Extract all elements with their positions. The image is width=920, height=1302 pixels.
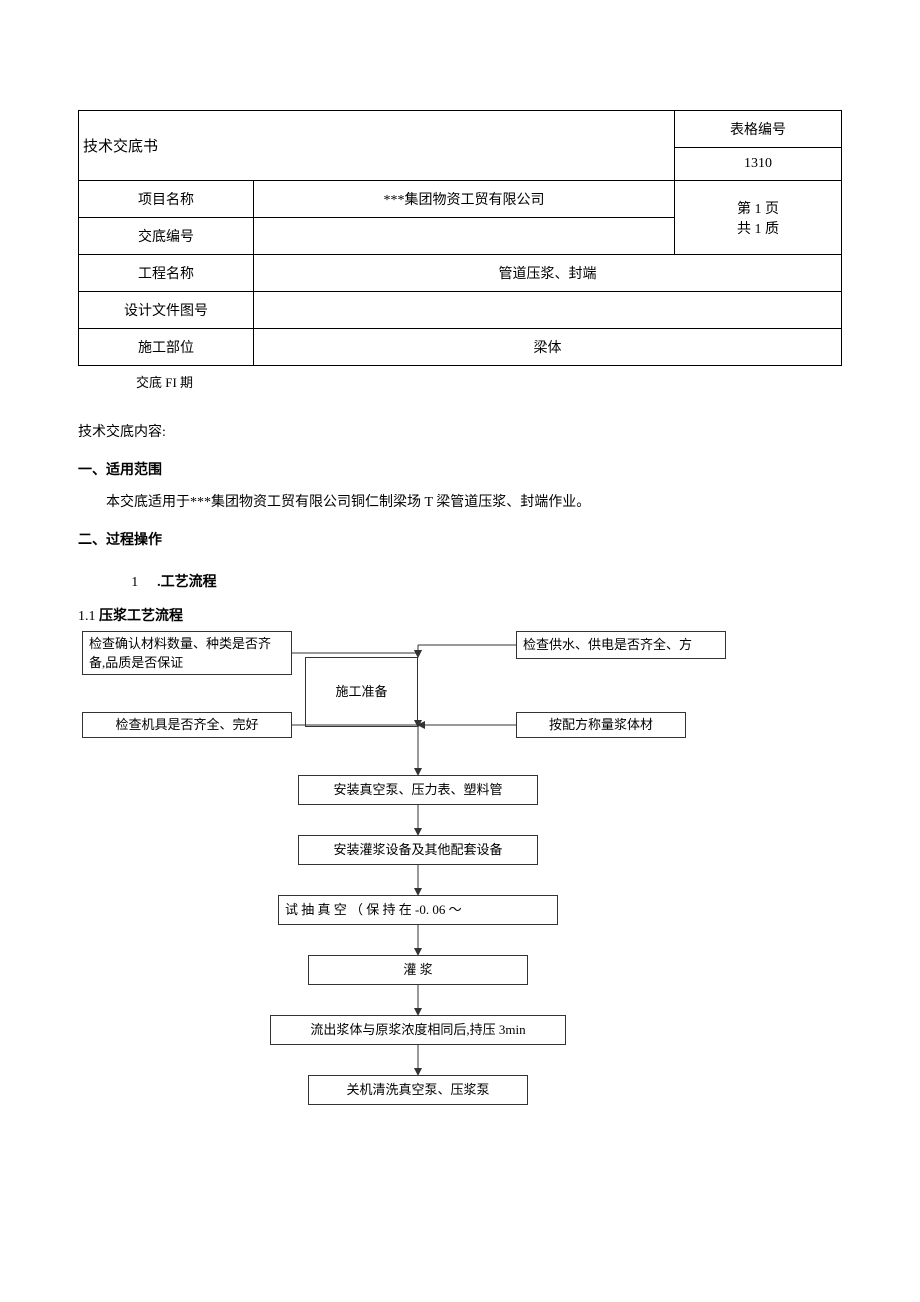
- header-table: 技术交底书 表格编号 1310 项目名称 ***集团物资工贸有限公司 第 1 页…: [78, 110, 842, 366]
- section2-title: 二、过程操作: [78, 529, 842, 549]
- section1-para: 本交底适用于***集团物资工贸有限公司铜仁制梁场 T 梁管道压浆、封端作业。: [78, 491, 842, 511]
- flow-node-hold-pressure: 流出浆体与原浆浓度相同后,持压 3min: [270, 1015, 566, 1045]
- content-intro: 技术交底内容:: [78, 421, 842, 441]
- project-name-label: 项目名称: [79, 181, 254, 218]
- form-number-label: 表格编号: [675, 111, 842, 148]
- page-info: 第 1 页 共 1 质: [675, 181, 842, 255]
- flow-node-mix: 按配方称量浆体材: [516, 712, 686, 738]
- disclosure-no-value: [254, 218, 675, 255]
- flow-node-prep: 施工准备: [305, 657, 418, 727]
- sub11-txt: 压浆工艺流程: [99, 609, 183, 624]
- flow-node-test-vacuum: 试 抽 真 空 （ 保 持 在 -0. 06 ～: [278, 895, 558, 925]
- flowchart: 检查确认材料数量、种类是否齐备,品质是否保证 检查供水、供电是否齐全、方 施工准…: [78, 627, 838, 1157]
- sub1-txt: .工艺流程: [157, 575, 217, 590]
- design-doc-value: [254, 292, 842, 329]
- page-line1: 第 1 页: [681, 198, 835, 218]
- flow-node-install-grout: 安装灌浆设备及其他配套设备: [298, 835, 538, 865]
- section1-title: 一、适用范围: [78, 459, 842, 479]
- doc-title: 技术交底书: [79, 111, 675, 181]
- sub1-num: 1: [131, 575, 153, 591]
- project-name-value: ***集团物资工贸有限公司: [254, 181, 675, 218]
- flow-node-grouting: 灌 浆: [308, 955, 528, 985]
- construction-part-label: 施工部位: [79, 329, 254, 366]
- sub11: 1.1 压浆工艺流程: [78, 605, 842, 625]
- design-doc-label: 设计文件图号: [79, 292, 254, 329]
- page-line2: 共 1 质: [681, 218, 835, 238]
- below-table-label: 交底 FI 期: [78, 366, 842, 391]
- flow-node-check-tools: 检查机具是否齐全、完好: [82, 712, 292, 738]
- flow-node-clean: 关机清洗真空泵、压浆泵: [308, 1075, 528, 1105]
- sub11-num: 1.1: [78, 609, 96, 624]
- eng-name-label: 工程名称: [79, 255, 254, 292]
- disclosure-no-label: 交底编号: [79, 218, 254, 255]
- form-number: 1310: [675, 148, 842, 181]
- flow-node-check-materials: 检查确认材料数量、种类是否齐备,品质是否保证: [82, 631, 292, 675]
- construction-part-value: 梁体: [254, 329, 842, 366]
- eng-name-value: 管道压浆、封端: [254, 255, 842, 292]
- flow-node-install-vacuum: 安装真空泵、压力表、塑料管: [298, 775, 538, 805]
- flow-node-check-utilities: 检查供水、供电是否齐全、方: [516, 631, 726, 659]
- sub1: 1 .工艺流程: [78, 571, 842, 591]
